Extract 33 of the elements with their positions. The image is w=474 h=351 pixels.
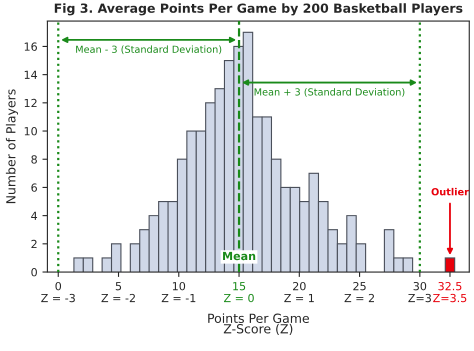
chart-title: Fig 3. Average Points Per Game by 200 Basketball Players bbox=[54, 3, 462, 16]
x2-axis-title: Z-Score (Z) bbox=[224, 324, 292, 335]
x2-tick-label: Z = 2 bbox=[344, 294, 374, 302]
x-tick-label: 10 bbox=[172, 282, 186, 290]
x-tick-label: 0 bbox=[55, 282, 62, 290]
y-tick-label: 6 bbox=[31, 183, 37, 192]
x2-tick-label: Z = -1 bbox=[162, 294, 196, 302]
x-tick-label: 25 bbox=[353, 282, 366, 290]
y-tick-label: 14 bbox=[24, 70, 38, 79]
y-tick-label: 10 bbox=[24, 127, 37, 136]
y-tick-label: 4 bbox=[31, 212, 38, 220]
x-tick-label: 20 bbox=[293, 282, 306, 290]
y-tick-label: 8 bbox=[31, 155, 37, 164]
x2-tick-label: Z = 1 bbox=[284, 294, 314, 302]
annotation: Outlier bbox=[432, 188, 469, 196]
x-tick-label: 30 bbox=[414, 282, 426, 290]
x-tick-label: 15 bbox=[233, 282, 246, 290]
x2-tick-label: Z = -2 bbox=[101, 294, 135, 302]
x-tick-label: 32.5 bbox=[438, 282, 462, 290]
y-axis-title: Number of Players bbox=[6, 89, 18, 204]
x-axis-title: Points Per Game bbox=[208, 313, 309, 324]
y-tick-label: 0 bbox=[31, 268, 37, 276]
x2-tick-label: Z = 0 bbox=[224, 294, 254, 302]
ref-line-label: Mean bbox=[223, 252, 256, 260]
annotation: Mean - 3 (Standard Deviation) bbox=[76, 45, 222, 54]
y-tick-label: 12 bbox=[24, 98, 37, 108]
x2-tick-label: Z = -3 bbox=[41, 294, 75, 302]
x2-tick-label: Z=3 bbox=[408, 294, 431, 302]
annotation: Mean + 3 (Standard Deviation) bbox=[254, 88, 404, 97]
x2-tick-label: Z=3.5 bbox=[433, 294, 466, 302]
x-tick-label: 5 bbox=[116, 282, 122, 290]
y-tick-label: 2 bbox=[31, 240, 37, 248]
y-tick-label: 16 bbox=[24, 42, 37, 51]
